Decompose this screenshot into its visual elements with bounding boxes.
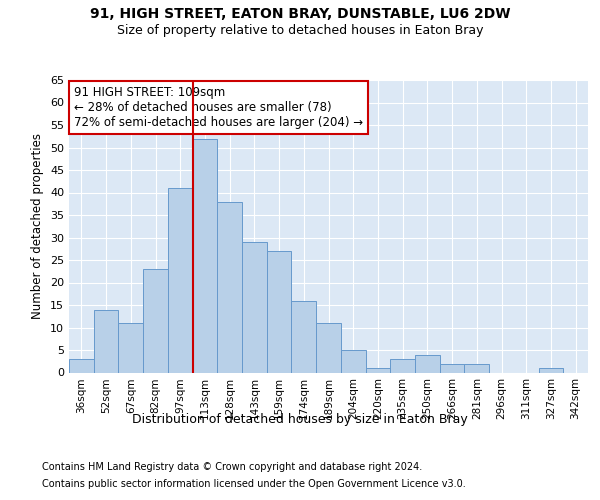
Y-axis label: Number of detached properties: Number of detached properties [31,133,44,320]
Bar [365,368,390,372]
Bar [94,310,118,372]
Text: 91 HIGH STREET: 109sqm
← 28% of detached houses are smaller (78)
72% of semi-det: 91 HIGH STREET: 109sqm ← 28% of detached… [74,86,364,129]
Bar [440,364,464,372]
Bar [267,251,292,372]
Bar [341,350,365,372]
Bar [168,188,193,372]
Bar [69,359,94,372]
Bar [292,300,316,372]
Text: Contains HM Land Registry data © Crown copyright and database right 2024.: Contains HM Land Registry data © Crown c… [42,462,422,472]
Bar [193,138,217,372]
Bar [118,323,143,372]
Bar [539,368,563,372]
Bar [316,323,341,372]
Bar [143,269,168,372]
Bar [217,202,242,372]
Text: 91, HIGH STREET, EATON BRAY, DUNSTABLE, LU6 2DW: 91, HIGH STREET, EATON BRAY, DUNSTABLE, … [90,8,510,22]
Bar [242,242,267,372]
Text: Distribution of detached houses by size in Eaton Bray: Distribution of detached houses by size … [132,412,468,426]
Bar [415,354,440,372]
Bar [390,359,415,372]
Text: Size of property relative to detached houses in Eaton Bray: Size of property relative to detached ho… [117,24,483,37]
Text: Contains public sector information licensed under the Open Government Licence v3: Contains public sector information licen… [42,479,466,489]
Bar [464,364,489,372]
